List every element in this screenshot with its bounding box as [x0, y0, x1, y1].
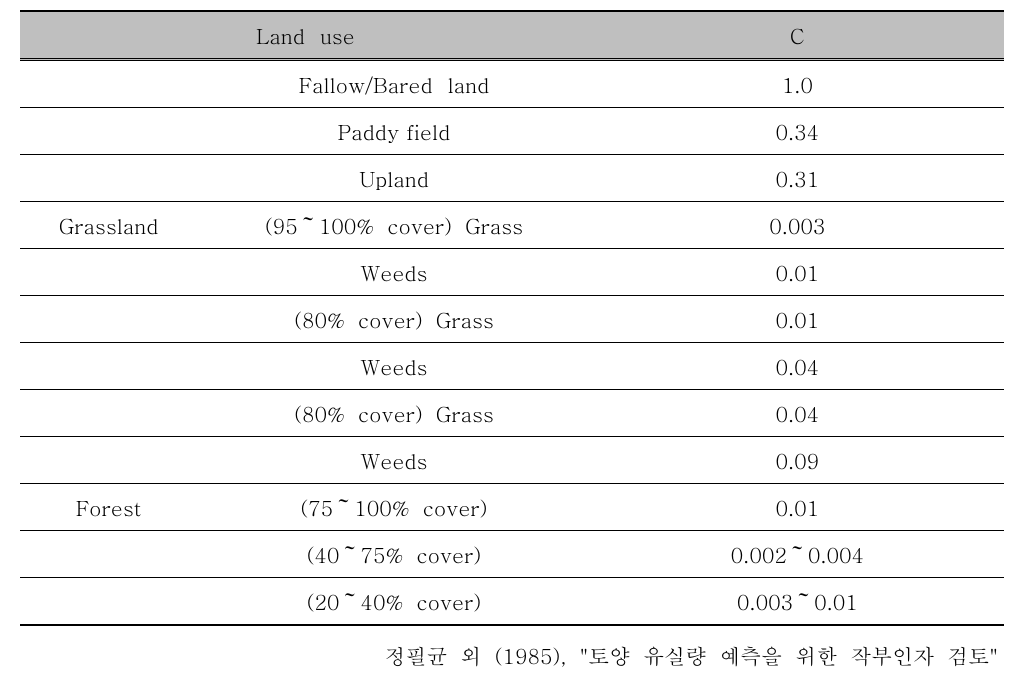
cell-category	[20, 343, 197, 390]
cell-landuse: Weeds	[197, 249, 591, 296]
cell-landuse: (80% cover) Grass	[197, 390, 591, 437]
cell-category	[20, 108, 197, 155]
cell-c: 0.003	[591, 202, 1004, 249]
table-row: Fallow/Bared land 1.0	[20, 60, 1004, 108]
table-row: Paddy field 0.34	[20, 108, 1004, 155]
table-header-row: Land use C	[20, 11, 1004, 60]
cell-category	[20, 249, 197, 296]
cell-landuse: Weeds	[197, 437, 591, 484]
cell-c: 0.01	[591, 249, 1004, 296]
cell-landuse: Fallow/Bared land	[197, 60, 591, 108]
cell-c: 0.01	[591, 484, 1004, 531]
cell-landuse: Weeds	[197, 343, 591, 390]
cell-c: 0.31	[591, 155, 1004, 202]
cell-landuse: (40～75% cover)	[197, 531, 591, 578]
land-use-c-table: Land use C Fallow/Bared land 1.0 Paddy f…	[20, 10, 1004, 626]
cell-landuse: Paddy field	[197, 108, 591, 155]
page: Land use C Fallow/Bared land 1.0 Paddy f…	[0, 0, 1024, 690]
cell-c: 0.003～0.01	[591, 578, 1004, 626]
table-row: Weeds 0.04	[20, 343, 1004, 390]
cell-c: 0.09	[591, 437, 1004, 484]
table-row: Weeds 0.01	[20, 249, 1004, 296]
cell-landuse: (75～100% cover)	[197, 484, 591, 531]
table-row: (80% cover) Grass 0.04	[20, 390, 1004, 437]
table-row: Upland 0.31	[20, 155, 1004, 202]
cell-category	[20, 296, 197, 343]
cell-landuse: (20～40% cover)	[197, 578, 591, 626]
cell-c: 0.04	[591, 343, 1004, 390]
table-caption: 정필균 외 (1985), "토양 유실량 예측을 위한 작부인자 검토"	[20, 626, 1004, 670]
cell-c: 0.04	[591, 390, 1004, 437]
header-land-use: Land use	[20, 11, 591, 60]
cell-landuse: Upland	[197, 155, 591, 202]
cell-c: 0.34	[591, 108, 1004, 155]
table-row: Grassland (95～100% cover) Grass 0.003	[20, 202, 1004, 249]
cell-c: 0.002～0.004	[591, 531, 1004, 578]
cell-c: 0.01	[591, 296, 1004, 343]
cell-landuse: (80% cover) Grass	[197, 296, 591, 343]
cell-category	[20, 437, 197, 484]
cell-category: Forest	[20, 484, 197, 531]
cell-category: Grassland	[20, 202, 197, 249]
table-row: (20～40% cover) 0.003～0.01	[20, 578, 1004, 626]
cell-landuse: (95～100% cover) Grass	[197, 202, 591, 249]
cell-category	[20, 60, 197, 108]
cell-category	[20, 531, 197, 578]
cell-c: 1.0	[591, 60, 1004, 108]
cell-category	[20, 578, 197, 626]
table-row: (80% cover) Grass 0.01	[20, 296, 1004, 343]
cell-category	[20, 155, 197, 202]
table-row: (40～75% cover) 0.002～0.004	[20, 531, 1004, 578]
header-c: C	[591, 11, 1004, 60]
table-row: Weeds 0.09	[20, 437, 1004, 484]
table-row: Forest (75～100% cover) 0.01	[20, 484, 1004, 531]
cell-category	[20, 390, 197, 437]
